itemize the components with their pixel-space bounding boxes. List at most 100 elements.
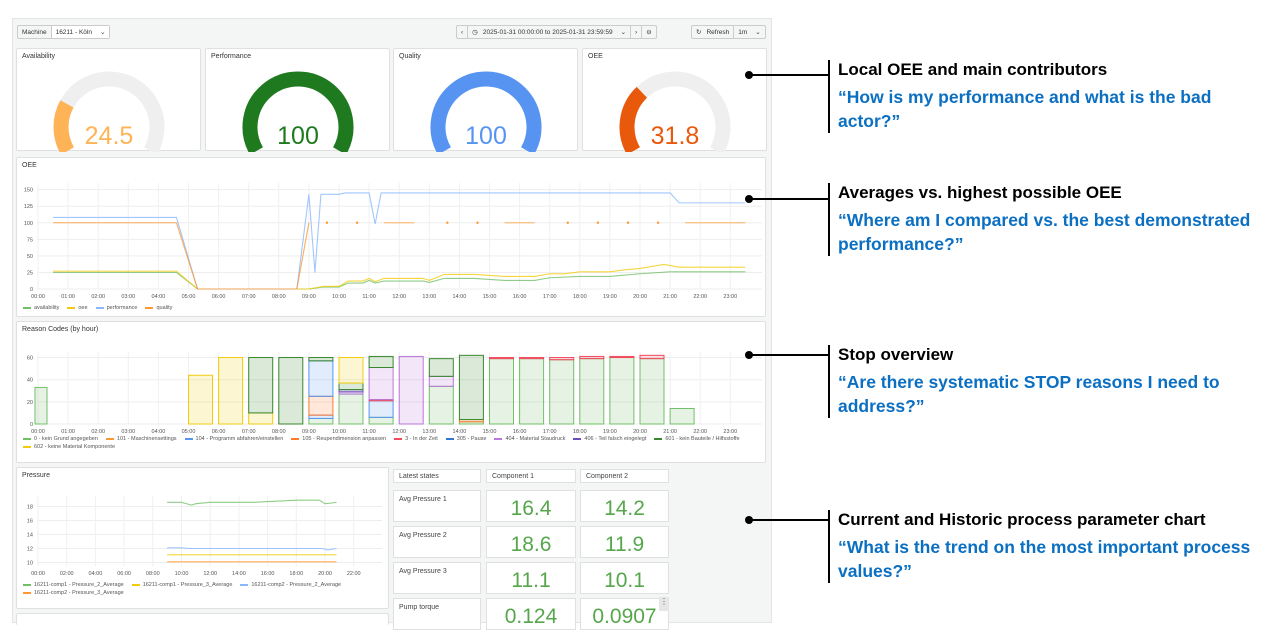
refresh-interval[interactable]: 1m xyxy=(733,26,751,38)
bar-segment-0 xyxy=(609,357,635,425)
x-tick-label: 12:00 xyxy=(392,429,406,435)
bar-7[interactable] xyxy=(248,357,274,425)
bar-16[interactable] xyxy=(519,357,545,425)
bar-12[interactable] xyxy=(398,355,424,425)
y-tick-label: 25 xyxy=(27,270,33,276)
series-line-oee xyxy=(53,263,746,290)
bar-14[interactable] xyxy=(458,354,484,425)
panel-title: Performance xyxy=(211,53,252,60)
panel-menu-button[interactable]: ⋮ xyxy=(659,597,669,611)
y-tick-label: 18 xyxy=(27,505,33,511)
legend-label: 16211-comp1 - Pressure_3_Average xyxy=(142,582,233,588)
legend-item[interactable]: quality xyxy=(145,305,172,311)
bar-18[interactable] xyxy=(579,355,605,425)
panel-title: Quality xyxy=(399,53,421,60)
x-tick-label: 13:00 xyxy=(422,429,436,435)
gauge-panel-availability: Availability 24.5 xyxy=(16,48,201,155)
bar-19[interactable] xyxy=(609,355,635,425)
legend-item[interactable]: 601 - kein Bauteile / Hilfsstoffe xyxy=(654,436,740,442)
legend-item[interactable]: 305 - Pause xyxy=(445,436,487,442)
legend-item[interactable]: 602 - keine Material Komponente xyxy=(23,444,115,450)
legend-item[interactable]: 16211-comp2 - Pressure_3_Average xyxy=(23,590,124,596)
x-tick-label: 06:00 xyxy=(212,294,226,300)
y-tick-label: 20 xyxy=(27,400,33,406)
legend-label: oee xyxy=(78,305,88,311)
bar-9[interactable] xyxy=(308,357,334,425)
time-back-button[interactable]: ‹ xyxy=(461,28,464,36)
x-tick-label: 21:00 xyxy=(663,294,677,300)
time-range-picker[interactable]: ‹ ◷ 2025-01-31 00:00:00 to 2025-01-31 23… xyxy=(456,25,657,39)
bar-5[interactable] xyxy=(188,374,213,425)
bar-10[interactable] xyxy=(338,357,364,425)
bar-segment-0 xyxy=(308,417,334,425)
machine-selector[interactable]: Machine 16211 - Köln ⌄ xyxy=(17,25,111,39)
legend-swatch xyxy=(494,437,503,440)
legend-swatch xyxy=(291,437,300,440)
legend-item[interactable]: oee xyxy=(67,305,88,311)
legend-item[interactable]: 16211-comp2 - Pressure_2_Average xyxy=(240,582,341,588)
x-tick-label: 12:00 xyxy=(392,294,406,300)
time-forward-button[interactable]: › xyxy=(630,26,641,38)
chevron-down-icon: ⌄ xyxy=(95,26,110,38)
annotation-heading: Stop overview xyxy=(838,345,954,364)
chevron-down-icon: ⌄ xyxy=(755,29,761,36)
legend-item[interactable]: 0 - kein Grund angegeben xyxy=(23,436,98,442)
legend-swatch xyxy=(23,591,31,594)
legend-swatch xyxy=(654,437,663,440)
series-point xyxy=(355,221,359,224)
x-tick-label: 02:00 xyxy=(91,429,105,435)
legend-swatch xyxy=(184,437,193,440)
x-tick-label: 19:00 xyxy=(603,429,617,435)
legend-item[interactable]: 406 - Teil falsch eingelegt xyxy=(573,436,646,442)
x-tick-label: 01:00 xyxy=(61,429,75,435)
y-tick-label: 100 xyxy=(24,221,33,227)
connector-dot xyxy=(745,351,753,359)
y-tick-label: 0 xyxy=(30,422,33,428)
legend-item[interactable]: performance xyxy=(95,305,137,311)
legend: 0 - kein Grund angegeben 101 - Maschinens… xyxy=(23,436,755,450)
legend-label: 104 - Programm abfahren/einstellen xyxy=(195,436,284,442)
bar-8[interactable] xyxy=(278,357,304,425)
series-point xyxy=(596,221,600,224)
legend-item[interactable]: 16211-comp1 - Pressure_2_Average xyxy=(23,582,124,588)
legend-item[interactable]: 404 - Material Staudruck xyxy=(494,436,565,442)
zoom-out-icon[interactable]: ⊖ xyxy=(641,26,655,38)
bar-6[interactable] xyxy=(218,357,244,425)
legend-item[interactable]: 104 - Programm abfahren/einstellen xyxy=(184,436,284,442)
panel-title: OEE xyxy=(588,53,603,60)
connector-dot xyxy=(745,195,753,203)
bar-segment-0 xyxy=(338,393,364,425)
legend-item[interactable]: 16211-comp1 - Pressure_3_Average xyxy=(131,582,233,588)
states-header: Latest states xyxy=(393,469,481,483)
bar-segment-602 xyxy=(338,357,364,384)
bar-0[interactable] xyxy=(34,386,48,425)
bar-17[interactable] xyxy=(549,357,575,425)
x-tick-label: 07:00 xyxy=(242,294,256,300)
annotation: Stop overview “Are there systematic STOP … xyxy=(828,345,1268,419)
legend-item[interactable]: 101 - Maschinensettings xyxy=(105,436,177,442)
refresh-button[interactable]: Refresh xyxy=(706,28,730,36)
bar-21[interactable] xyxy=(669,407,695,425)
x-tick-label: 00:00 xyxy=(31,294,45,300)
legend-swatch xyxy=(131,583,140,586)
bar-segment-404 xyxy=(428,375,454,387)
x-tick-label: 14:00 xyxy=(453,294,467,300)
bar-13[interactable] xyxy=(428,358,454,425)
bar-15[interactable] xyxy=(489,357,514,425)
legend-item[interactable]: availability xyxy=(23,305,59,311)
legend-label: 16211-comp1 - Pressure_2_Average xyxy=(34,582,124,588)
bar-11[interactable] xyxy=(368,355,394,425)
reason-codes-chart: 0 20 40 60 00:00 01:00 02:00 03:00 04:00 05:00 06:… xyxy=(27,352,762,435)
legend-item[interactable]: 3 - In der Zeit xyxy=(394,436,438,442)
series-point xyxy=(626,221,630,224)
x-tick-label: 01:00 xyxy=(61,294,75,300)
x-tick-label: 23:00 xyxy=(723,294,737,300)
bar-20[interactable] xyxy=(639,354,665,425)
legend-label: 305 - Pause xyxy=(456,436,487,442)
legend-label: availability xyxy=(34,305,60,311)
bar-segment-601 xyxy=(248,357,274,414)
refresh-control[interactable]: ↻ Refresh 1m ⌄ xyxy=(691,25,766,39)
legend-item[interactable]: 105 - Reupendimension anpassen xyxy=(291,436,386,442)
bar-segment-601 xyxy=(308,357,334,362)
value-cell: 0.124 xyxy=(486,598,576,630)
